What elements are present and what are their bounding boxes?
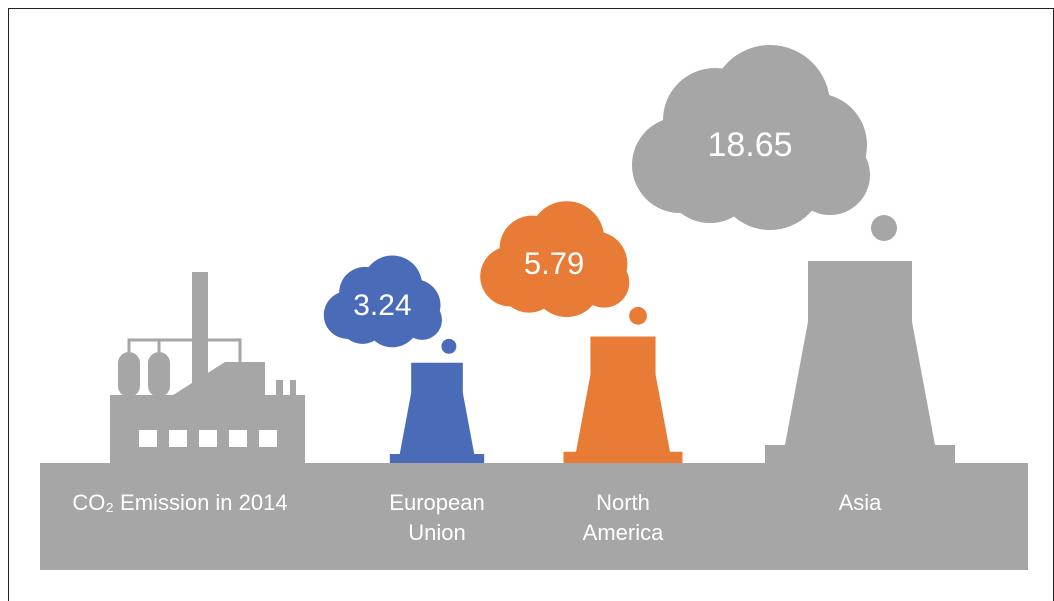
tower bbox=[389, 362, 485, 463]
category-label: European Union bbox=[389, 490, 485, 545]
category-label: Asia bbox=[838, 490, 882, 515]
cloud-puff bbox=[498, 252, 560, 313]
cloud-puff bbox=[662, 127, 758, 223]
chart-title: CO₂ Emission in 2014 bbox=[72, 490, 288, 515]
steam-ball bbox=[871, 215, 897, 241]
tower bbox=[563, 336, 683, 463]
category-label: North America bbox=[582, 490, 664, 545]
cloud bbox=[480, 201, 630, 318]
tower bbox=[765, 261, 955, 463]
ground bbox=[40, 463, 1028, 570]
cloud bbox=[632, 45, 870, 230]
cloud-puff bbox=[338, 296, 387, 344]
cloud bbox=[323, 255, 442, 348]
steam-ball bbox=[629, 306, 647, 325]
factory-windows bbox=[139, 430, 277, 447]
value-label: 3.24 bbox=[353, 289, 411, 322]
steam-ball bbox=[441, 338, 457, 354]
factory-icon bbox=[110, 272, 305, 465]
value-label: 18.65 bbox=[707, 126, 792, 164]
value-label: 5.79 bbox=[524, 246, 584, 281]
